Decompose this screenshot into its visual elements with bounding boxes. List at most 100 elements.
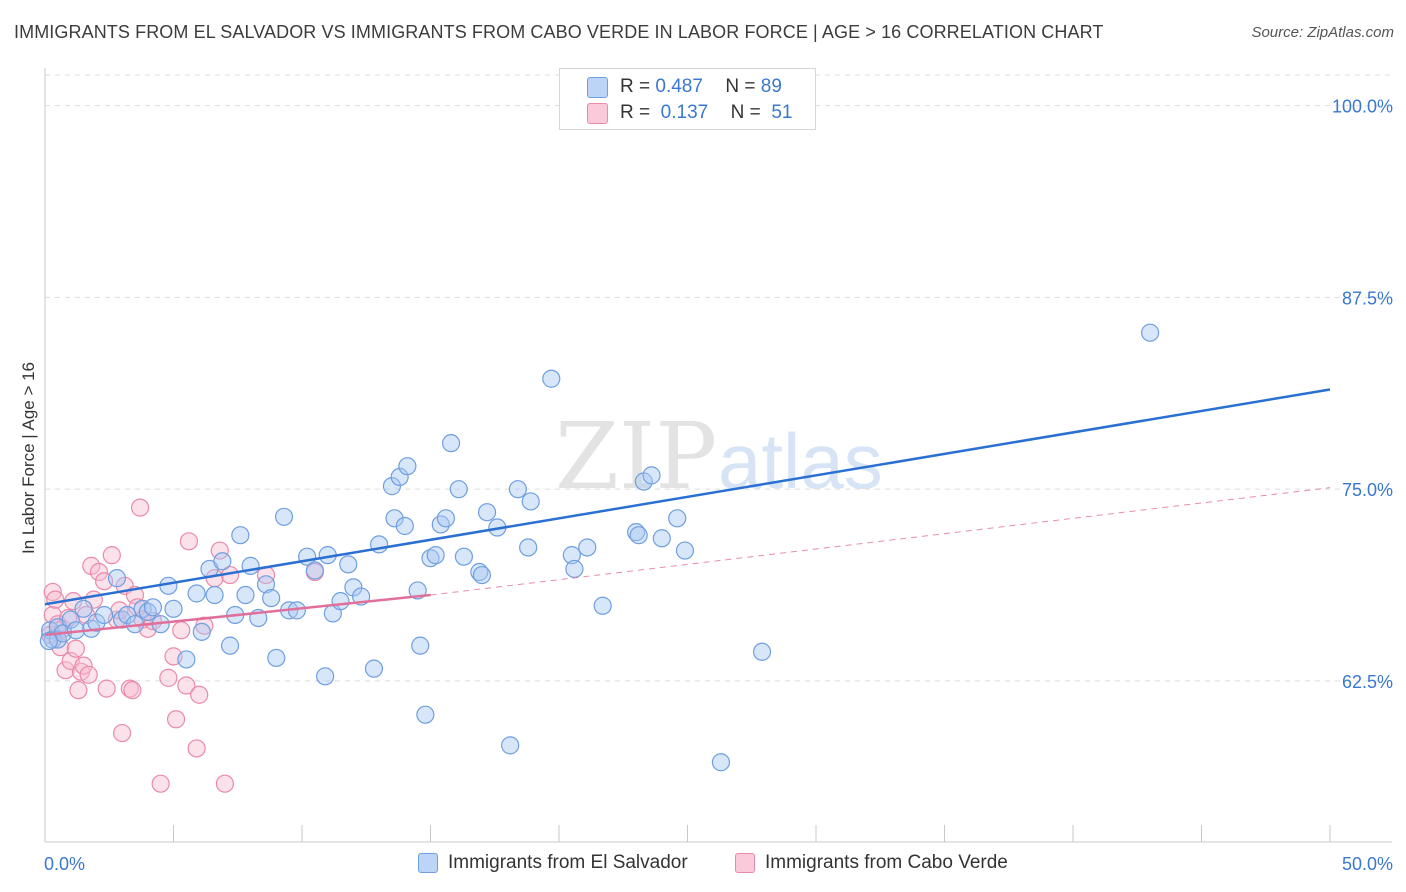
data-point [578,538,597,557]
legend-label: Immigrants from Cabo Verde [765,852,1008,873]
legend-swatch-blue [587,76,608,98]
data-point [164,599,183,618]
data-point [542,369,561,388]
y-tick-label: 87.5% [1342,288,1393,308]
data-point [629,526,648,545]
data-point [339,555,358,574]
data-point [95,605,114,625]
data-point [472,565,491,585]
data-point [210,541,229,560]
data-point [274,507,294,526]
data-point [267,648,286,668]
data-point [159,668,178,687]
trend-line-cabo-verde-extension [430,487,1331,596]
r-value: 0.487 [655,76,703,97]
legend-swatch-pink [587,102,608,124]
legend-item-el-salvador: Immigrants from El Salvador [418,852,688,874]
data-point [112,723,132,743]
data-point [436,509,456,528]
data-point [521,492,540,511]
x-tick-label: 0.0% [44,854,85,874]
series-legend: Immigrants from El Salvador Immigrants f… [0,850,1406,880]
data-point [364,659,384,678]
chart-title: IMMIGRANTS FROM EL SALVADOR VS IMMIGRANT… [14,22,1104,42]
data-point [421,549,440,568]
stats-legend-row-pink: R = 0.137 N = 51 [587,101,792,125]
n-value: 89 [760,76,782,97]
data-point [477,503,497,522]
data-point [454,547,474,566]
data-point [74,599,93,618]
stats-legend-row-blue: R = 0.487 N = 89 [587,75,782,99]
data-point [177,650,196,669]
data-point [130,498,150,517]
x-tick-label: 50.0% [1342,854,1393,874]
data-point [262,588,281,608]
data-point [56,661,75,680]
data-point [316,667,335,686]
r-label: R = [620,102,651,123]
data-point [416,705,435,724]
n-value: 51 [771,102,793,123]
data-point [441,434,461,453]
data-point [190,685,209,704]
data-point [74,656,93,675]
data-point [305,561,324,580]
data-point [46,590,65,609]
data-point [39,631,58,651]
data-point [642,466,661,485]
data-point [501,736,520,755]
data-point [118,605,137,625]
data-point [220,636,240,655]
data-point [668,509,687,528]
data-point [179,532,199,551]
data-point [675,541,695,560]
data-point [344,578,363,597]
data-point [395,516,414,536]
r-value: 0.137 [660,102,709,123]
data-point [69,681,88,700]
y-tick-label: 75.0% [1342,480,1393,500]
legend-label: Immigrants from El Salvador [448,852,688,873]
data-point [562,546,581,565]
data-point [470,562,489,582]
data-point [236,585,255,605]
data-point [187,739,206,758]
y-tick-label: 100.0% [1332,97,1393,117]
data-point [192,622,211,641]
data-point [107,569,127,588]
data-point [626,523,646,542]
legend-swatch-blue [418,853,438,873]
data-point [256,575,276,594]
data-point [215,774,234,793]
data-point [331,592,350,611]
data-point [398,457,417,476]
data-point [61,610,80,629]
data-point [652,529,671,548]
data-point [89,562,109,582]
data-point [1140,323,1160,342]
trend-line-el-salvador [44,388,1331,606]
data-point [426,546,445,565]
data-point [79,665,98,684]
data-point [172,621,191,640]
data-point [411,636,430,655]
points-cabo-verde [41,498,324,793]
data-point [123,681,142,700]
data-point [213,552,232,571]
y-tick-label: 62.5% [1342,672,1393,692]
data-point [385,509,404,528]
legend-item-cabo-verde: Immigrants from Cabo Verde [735,852,1008,874]
data-point [97,679,116,698]
watermark-atlas: atlas [718,417,883,505]
data-point [382,477,402,496]
data-point [66,639,85,658]
watermark-zip: ZIP [555,403,717,510]
data-point [187,584,206,603]
data-point [177,676,196,695]
data-point [166,710,186,729]
y-axis-label: In Labor Force | Age > 16 [19,362,38,554]
data-point [752,642,772,661]
data-point [87,613,106,632]
